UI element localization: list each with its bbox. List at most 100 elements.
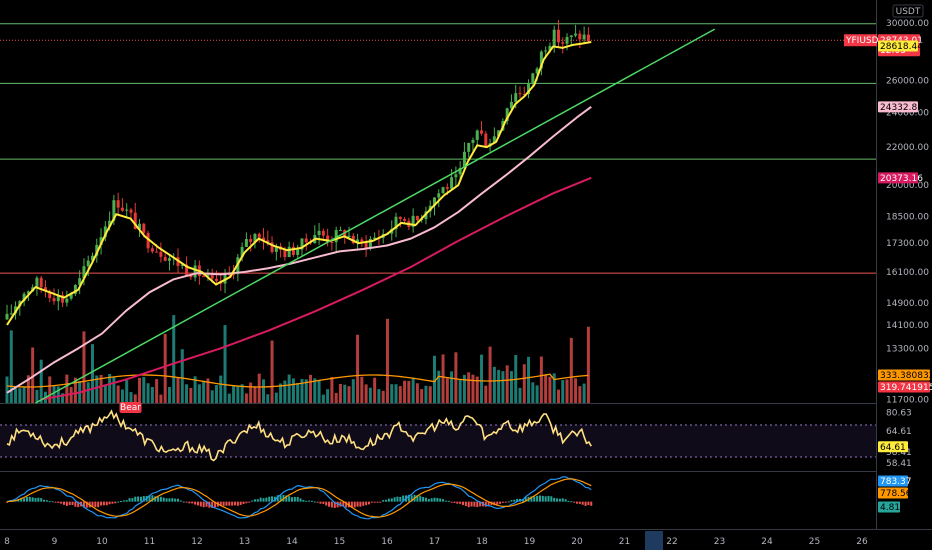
macd-histogram-bar xyxy=(516,498,519,502)
macd-histogram-bar xyxy=(57,501,60,503)
volume-bar xyxy=(120,389,124,403)
candle-body xyxy=(347,235,351,238)
candle-body xyxy=(232,274,236,276)
macd-histogram-bar xyxy=(248,501,251,503)
macd-histogram-bar xyxy=(171,498,174,502)
macd-histogram-bar xyxy=(134,496,137,502)
macd-histogram-bar xyxy=(131,498,134,502)
macd-histogram-bar xyxy=(467,501,470,508)
macd-histogram-bar xyxy=(587,501,590,506)
volume-bar xyxy=(202,380,206,403)
candle-body xyxy=(552,29,556,46)
volume-bar xyxy=(159,394,163,403)
volume-bar xyxy=(291,378,295,403)
macd-histogram-bar xyxy=(31,497,34,502)
macd-histogram-bar xyxy=(427,498,430,502)
currency-box[interactable] xyxy=(892,4,924,18)
candle-body xyxy=(471,139,475,143)
candle-body xyxy=(69,293,73,299)
candle-body xyxy=(99,237,103,245)
macd-histogram-bar xyxy=(487,501,490,506)
volume-bar xyxy=(125,380,129,403)
volume-bar xyxy=(390,384,394,403)
time-axis-tick: 9 xyxy=(52,537,58,547)
volume-bar xyxy=(441,354,445,403)
time-axis-tick: 14 xyxy=(286,537,298,547)
candle-body xyxy=(112,200,116,221)
macd-histogram-bar xyxy=(308,500,311,502)
candle-body xyxy=(450,177,454,189)
macd-histogram-bar xyxy=(177,498,179,502)
candle-body xyxy=(270,242,274,252)
macd-histogram-bar xyxy=(316,501,319,503)
macd-histogram-bar xyxy=(553,497,556,502)
macd-histogram-bar xyxy=(285,495,288,502)
candle-body xyxy=(569,35,573,38)
volume-bar xyxy=(385,318,389,403)
macd-histogram-bar xyxy=(25,496,28,502)
volume-bar xyxy=(467,372,471,403)
candle-body xyxy=(287,246,291,257)
macd-histogram-bar xyxy=(567,500,570,502)
volume-bar xyxy=(116,385,120,403)
macd-histogram-bar xyxy=(345,501,348,508)
time-axis[interactable]: 8 9 10 11 12 13 14 15 16 17 18 19 20 21 22 23 24 25 26 xyxy=(4,537,868,547)
volume-bar xyxy=(133,394,137,403)
rsi-value-tag-box xyxy=(878,441,908,453)
candle-body xyxy=(283,249,287,257)
volume-bar xyxy=(356,334,360,403)
candle-body xyxy=(492,136,496,144)
macd-histogram-bar xyxy=(450,501,453,503)
candle-body xyxy=(565,37,569,44)
volume-bar xyxy=(95,375,99,403)
macd-histogram-bar xyxy=(550,496,553,502)
candle-body xyxy=(454,174,458,178)
volume-bar xyxy=(556,389,560,403)
candle-body xyxy=(373,237,377,239)
macd-histogram-bar xyxy=(265,497,268,502)
volume-bar xyxy=(249,382,253,403)
macd-histogram-bar xyxy=(493,501,496,506)
volume-bar xyxy=(180,349,184,403)
macd-histogram-bar xyxy=(91,501,94,507)
candle-body xyxy=(120,207,124,211)
volume-bar xyxy=(565,379,569,403)
macd-histogram-bar xyxy=(179,500,182,502)
price-axis-tick: 22000.00 xyxy=(886,143,929,153)
volume-bar xyxy=(223,325,227,403)
bear-tag-box xyxy=(119,402,142,413)
volume-bar xyxy=(518,387,522,403)
macd-histogram-bar xyxy=(402,495,405,502)
macd-histogram-bar xyxy=(442,499,445,502)
candle-body xyxy=(586,34,590,42)
macd-histogram-bar xyxy=(236,501,239,506)
volume-bar xyxy=(492,366,496,403)
candle-body xyxy=(159,251,163,257)
volume-bar xyxy=(176,377,180,403)
volume-bar xyxy=(462,374,466,403)
candle-body xyxy=(535,68,539,74)
candle-body xyxy=(317,230,321,235)
candle-body xyxy=(578,33,582,40)
volume-bar xyxy=(146,383,150,403)
candle-body xyxy=(210,275,214,279)
rsi-axis-tick: 58.41 xyxy=(886,448,912,458)
macd-histogram-bar xyxy=(194,501,197,505)
volume-bar xyxy=(403,380,407,403)
volume-bar xyxy=(197,384,201,403)
volume-ma-tag: 333.38083220 xyxy=(880,371,932,381)
volume-bar xyxy=(189,387,193,403)
trendline xyxy=(35,28,716,404)
macd-histogram-bar xyxy=(154,496,157,502)
candle-body xyxy=(206,275,210,277)
ma-slow-value-tag-box xyxy=(878,172,918,184)
volume-bar xyxy=(569,337,573,403)
candle-body xyxy=(411,215,415,227)
candle-body xyxy=(458,168,462,175)
candle-body xyxy=(274,246,278,252)
macd-histogram-bar xyxy=(581,501,584,505)
candle-body xyxy=(514,93,518,102)
volume-bar xyxy=(398,386,402,403)
volume-bar xyxy=(103,384,107,403)
